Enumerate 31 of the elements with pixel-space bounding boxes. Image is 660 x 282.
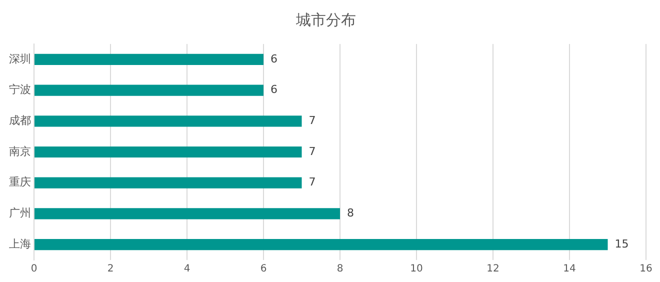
y-tick-label: 上海 bbox=[9, 237, 31, 250]
bar bbox=[34, 116, 302, 127]
bar bbox=[34, 146, 302, 158]
y-tick-label: 重庆 bbox=[9, 176, 31, 189]
x-tick-label: 12 bbox=[486, 264, 500, 275]
data-label: 7 bbox=[308, 114, 316, 127]
x-tick-label: 14 bbox=[563, 264, 576, 275]
bar bbox=[34, 177, 302, 188]
y-tick-label: 南京 bbox=[9, 144, 31, 158]
data-label: 7 bbox=[308, 176, 316, 189]
x-tick-label: 2 bbox=[107, 264, 114, 275]
bar bbox=[34, 208, 340, 220]
x-tick-label: 4 bbox=[184, 264, 190, 275]
data-label: 15 bbox=[614, 237, 629, 250]
x-tick-label: 10 bbox=[410, 264, 423, 275]
data-label: 8 bbox=[347, 206, 354, 220]
x-tick-label: 6 bbox=[260, 264, 267, 275]
x-tick-label: 16 bbox=[640, 264, 652, 275]
y-tick-label: 深圳 bbox=[9, 52, 31, 66]
y-tick-label: 广州 bbox=[9, 206, 31, 220]
y-tick-label: 宁波 bbox=[9, 83, 31, 96]
data-label: 6 bbox=[270, 52, 278, 66]
chart-title: 城市分布 bbox=[295, 10, 356, 29]
data-label: 7 bbox=[308, 144, 316, 158]
bar bbox=[34, 84, 264, 96]
y-tick-label: 成都 bbox=[9, 114, 31, 127]
x-tick-label: 0 bbox=[30, 264, 38, 275]
bar bbox=[34, 54, 264, 65]
x-tick-label: 8 bbox=[336, 264, 344, 275]
bar bbox=[34, 239, 608, 250]
data-label: 6 bbox=[270, 83, 278, 96]
